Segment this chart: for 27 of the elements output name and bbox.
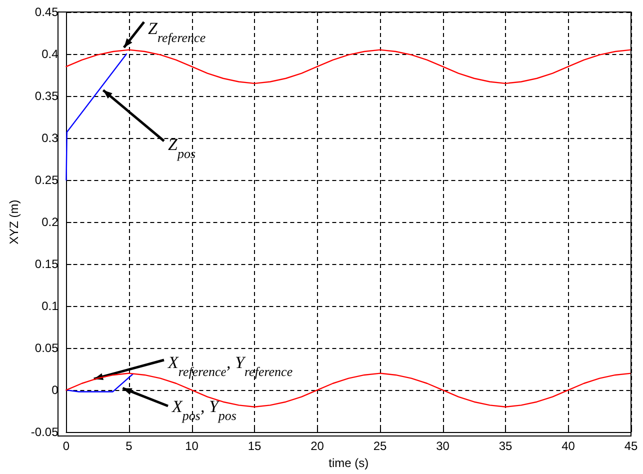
line-series: [66, 49, 632, 84]
y-tick-label: 0.25: [34, 173, 59, 188]
x-tick-label: 30: [436, 439, 450, 454]
y-tick-label: -0.05: [30, 425, 59, 440]
annotation: Z$_{reference}$: [148, 19, 206, 44]
x-tick-label: 25: [373, 439, 387, 454]
y-tick-label: 0.4: [42, 47, 59, 62]
y-axis-title: XYZ (m): [7, 200, 21, 244]
x-tick-label: 0: [62, 439, 70, 454]
y-tick-label: 0.05: [34, 341, 59, 356]
x-tick-label: 15: [248, 439, 262, 454]
annotation: X$_{pos}$, Y$_{pos}$: [171, 397, 236, 422]
y-tick-label: 0.3: [42, 131, 59, 146]
x-tick-label: 10: [185, 439, 199, 454]
y-tick-label: 0.1: [42, 299, 59, 314]
x-tick-label: 45: [624, 439, 638, 454]
x-axis-title: time (s): [328, 456, 369, 470]
x-tick-label: 5: [126, 439, 133, 454]
y-tick-label: 0.2: [42, 215, 59, 230]
x-tick-label: 40: [562, 439, 576, 454]
y-tick-label: 0.45: [34, 5, 59, 19]
x-tick-label: 20: [310, 439, 324, 454]
x-tick-label: 35: [498, 439, 512, 454]
y-tick-label: 0.35: [34, 89, 59, 104]
y-tick-label: 0.15: [34, 257, 59, 272]
y-tick-label: 0: [52, 383, 59, 398]
annotation: X$_{reference}$, Y$_{reference}$: [167, 353, 293, 378]
